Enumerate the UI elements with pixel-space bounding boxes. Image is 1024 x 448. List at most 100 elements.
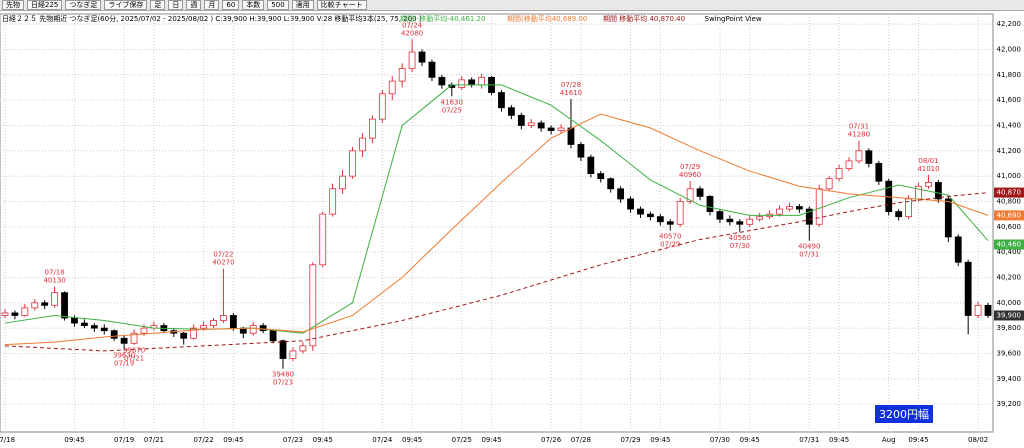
- candle-body: [81, 322, 88, 327]
- candle-body: [299, 345, 307, 352]
- price-tag: [994, 210, 1024, 221]
- candle-body: [746, 218, 754, 225]
- candle-body: [716, 211, 724, 220]
- swing-date: 07/29: [680, 163, 700, 171]
- price-tag: [994, 310, 1024, 321]
- y-tick-label: 41,000: [997, 172, 1022, 180]
- toolbar-button[interactable]: つなぎ足: [65, 0, 102, 10]
- candle-body: [289, 350, 297, 359]
- candle-body: [458, 79, 466, 88]
- swing-date: 07/30: [730, 242, 750, 250]
- candle-body: [786, 206, 793, 210]
- candle-body: [468, 79, 476, 86]
- candle-body: [527, 122, 535, 126]
- swing-date: 07/24: [402, 21, 423, 29]
- y-tick-label: 41,400: [997, 121, 1022, 129]
- candle-body: [706, 195, 714, 212]
- candle-body: [210, 320, 217, 326]
- x-tick-label: 07/31: [799, 436, 819, 444]
- y-tick-label: 41,800: [997, 71, 1022, 79]
- toolbar-button[interactable]: 週: [186, 0, 202, 10]
- candle-body: [31, 302, 39, 309]
- candle-body: [11, 312, 19, 316]
- candle-body: [517, 114, 525, 126]
- candle-body: [418, 51, 426, 63]
- candle-body: [875, 163, 883, 182]
- x-tick-label: Aug: [882, 436, 896, 444]
- swing-price: 39630: [113, 352, 135, 360]
- price-tag-label: 40,690: [997, 211, 1022, 219]
- swing-price: 41010: [917, 165, 939, 173]
- candle-body: [696, 188, 704, 197]
- x-tick-label: 07/28: [571, 436, 591, 444]
- candle-body: [71, 317, 78, 324]
- candle-body: [895, 211, 903, 218]
- x-tick-label: 09:45: [313, 436, 333, 444]
- toolbar-button[interactable]: 本数: [242, 0, 265, 10]
- toolbar-button[interactable]: 月: [204, 0, 220, 10]
- swing-date: 08/01: [918, 157, 938, 165]
- x-tick-label: 09:45: [481, 436, 501, 444]
- candle-body: [51, 292, 59, 306]
- toolbar-button[interactable]: ライブ保存: [104, 0, 148, 10]
- candle-body: [537, 122, 545, 129]
- price-tag-label: 40,870: [997, 189, 1022, 197]
- candle-body: [229, 315, 237, 329]
- y-tick-label: 40,200: [997, 273, 1022, 281]
- swing-price: 40270: [212, 259, 234, 267]
- toolbar-button[interactable]: 適用: [291, 0, 314, 10]
- candle-body: [825, 178, 833, 190]
- candle-body: [259, 325, 267, 332]
- toolbar-button[interactable]: 日: [168, 0, 184, 10]
- candle-body: [309, 264, 317, 347]
- candle-body: [954, 236, 962, 263]
- candle-body: [557, 127, 565, 131]
- y-tick-label: 39,800: [997, 324, 1022, 332]
- candle-body: [865, 150, 873, 164]
- swing-price: 40490: [798, 243, 820, 251]
- x-tick-label: 07/26: [541, 436, 562, 444]
- candle-body: [597, 173, 605, 180]
- candle-body: [617, 188, 625, 200]
- candle-body: [378, 93, 386, 120]
- x-tick-label: 09:45: [64, 436, 84, 444]
- candle-body: [249, 325, 257, 334]
- x-tick-label: 07/24: [372, 436, 393, 444]
- toolbar-button[interactable]: 500: [267, 0, 289, 10]
- swing-date: 07/29: [660, 241, 680, 249]
- swing-price: 41280: [848, 131, 870, 139]
- candle-body: [905, 198, 912, 218]
- swing-date: 07/28: [561, 81, 581, 89]
- candle-body: [795, 206, 803, 210]
- x-tick-label: 07/25: [452, 436, 472, 444]
- toolbar-button[interactable]: 足: [150, 0, 166, 10]
- y-tick-label: 42,000: [997, 45, 1022, 53]
- candle-body: [388, 80, 396, 95]
- y-tick-label: 39,600: [997, 349, 1022, 357]
- swing-price: 40570: [659, 233, 681, 241]
- swing-date: 07/21: [124, 355, 144, 363]
- swing-date: 07/18: [45, 268, 65, 276]
- candle-body: [90, 325, 98, 329]
- candle-body: [686, 188, 694, 202]
- info-line: 日経２２５ 先物期近 つなぎ足(60分, 2025/07/02 - 2025/0…: [2, 14, 422, 23]
- candle-body: [587, 156, 595, 174]
- x-tick-label: 09:45: [829, 436, 849, 444]
- candle-body: [21, 307, 29, 316]
- chart: 日経２２５ 先物期近 つなぎ足(60分, 2025/07/02 - 2025/0…: [0, 13, 1024, 444]
- candle-body: [607, 178, 615, 190]
- x-tick-label: 07/29: [620, 436, 640, 444]
- legend-entry: 期間(-移動平均-40,461.20: [400, 14, 485, 23]
- swing-date: 07/19: [114, 360, 134, 368]
- candle-body: [41, 302, 49, 306]
- candle-body: [220, 315, 227, 321]
- legend-entry: 期間(移動平均40,689.00: [507, 14, 587, 23]
- candle-body: [805, 208, 813, 225]
- toolbar-button[interactable]: 比較チャート: [316, 0, 367, 10]
- toolbar-button[interactable]: 60: [222, 0, 240, 10]
- toolbar-button[interactable]: 先物: [2, 0, 24, 10]
- x-tick-label: 07/23: [283, 436, 303, 444]
- toolbar-button[interactable]: 日経225: [27, 0, 63, 10]
- swing-price: 41630: [441, 98, 463, 106]
